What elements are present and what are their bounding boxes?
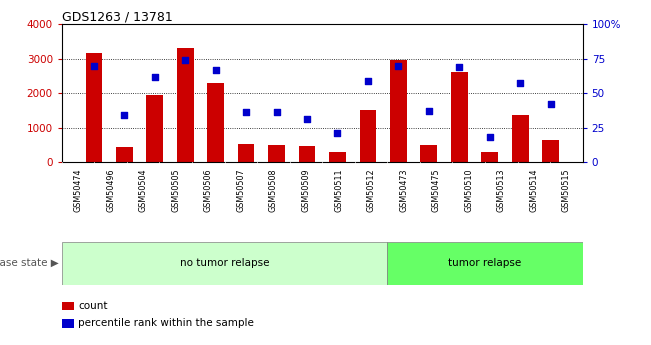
- Text: GSM50504: GSM50504: [139, 168, 148, 212]
- Text: count: count: [78, 301, 107, 311]
- Text: percentile rank within the sample: percentile rank within the sample: [78, 318, 254, 328]
- Text: GSM50510: GSM50510: [464, 168, 473, 212]
- Text: GSM50514: GSM50514: [529, 168, 538, 212]
- Point: [150, 74, 160, 79]
- Text: GSM50515: GSM50515: [562, 168, 571, 212]
- Bar: [390, 60, 407, 162]
- Bar: [542, 140, 559, 162]
- Point: [271, 110, 282, 115]
- Point: [363, 78, 373, 83]
- Bar: [85, 53, 102, 162]
- Point: [241, 110, 251, 115]
- Point: [302, 117, 312, 122]
- Point: [210, 67, 221, 72]
- Text: GSM50508: GSM50508: [269, 168, 278, 212]
- Text: GSM50511: GSM50511: [334, 168, 343, 212]
- Text: GSM50509: GSM50509: [301, 168, 311, 212]
- Text: GDS1263 / 13781: GDS1263 / 13781: [62, 10, 173, 23]
- Bar: [146, 95, 163, 162]
- Bar: [299, 146, 315, 162]
- Bar: [177, 48, 193, 162]
- Point: [424, 108, 434, 114]
- Point: [119, 112, 130, 118]
- Bar: [451, 72, 467, 162]
- Bar: [512, 115, 529, 162]
- Text: no tumor relapse: no tumor relapse: [180, 258, 270, 268]
- Bar: [62, 241, 387, 285]
- Bar: [238, 144, 255, 162]
- Text: GSM50505: GSM50505: [171, 168, 180, 212]
- Point: [484, 135, 495, 140]
- Bar: [116, 147, 133, 162]
- Text: GSM50473: GSM50473: [399, 168, 408, 212]
- Text: disease state ▶: disease state ▶: [0, 258, 59, 268]
- Point: [393, 63, 404, 68]
- Bar: [421, 145, 437, 162]
- Text: GSM50512: GSM50512: [367, 168, 376, 212]
- Bar: [268, 145, 285, 162]
- Point: [515, 81, 525, 86]
- Bar: [329, 152, 346, 162]
- Bar: [481, 152, 498, 162]
- Point: [546, 101, 556, 107]
- Point: [89, 63, 99, 68]
- Text: GSM50507: GSM50507: [236, 168, 245, 212]
- Text: tumor relapse: tumor relapse: [449, 258, 521, 268]
- Point: [180, 57, 191, 63]
- Text: GSM50475: GSM50475: [432, 168, 441, 212]
- Point: [454, 64, 464, 70]
- Text: GSM50506: GSM50506: [204, 168, 213, 212]
- Bar: [207, 83, 224, 162]
- Text: GSM50496: GSM50496: [106, 168, 115, 212]
- Text: GSM50474: GSM50474: [74, 168, 83, 212]
- Bar: [387, 241, 583, 285]
- Text: GSM50513: GSM50513: [497, 168, 506, 212]
- Point: [332, 130, 342, 136]
- Bar: [359, 110, 376, 162]
